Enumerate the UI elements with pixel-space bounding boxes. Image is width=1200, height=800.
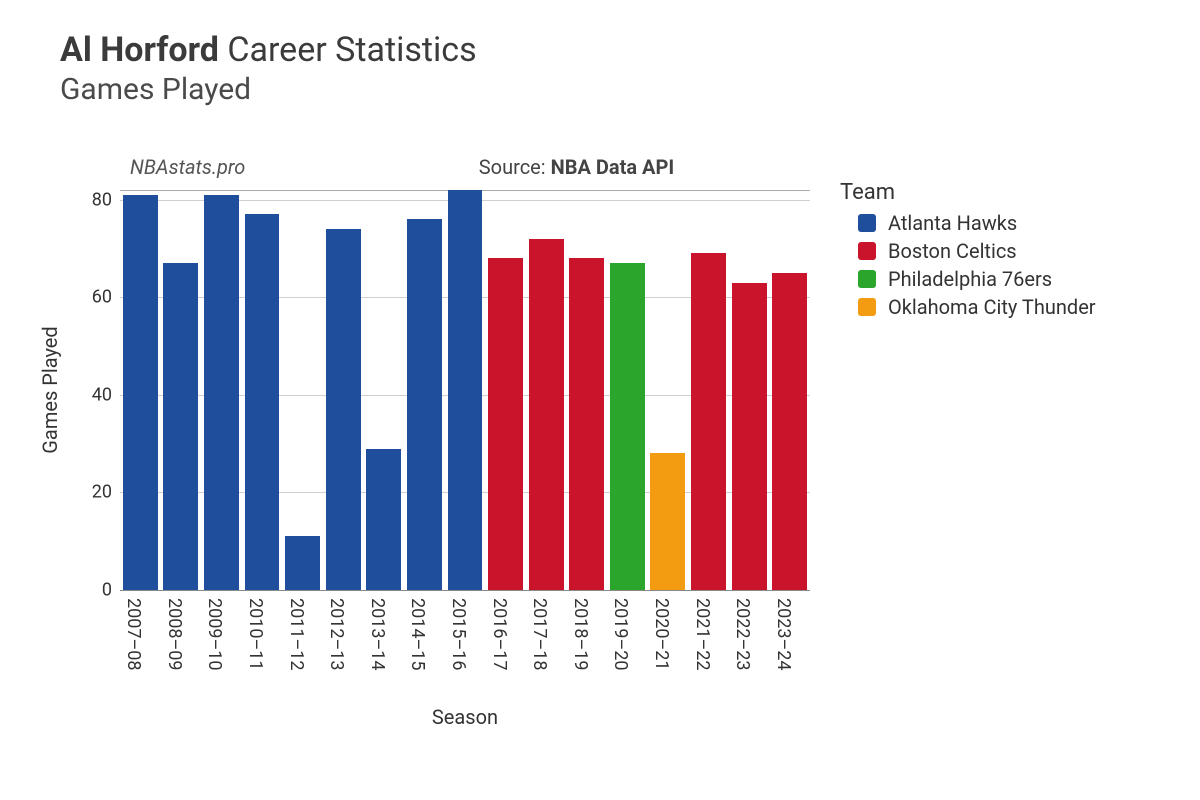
x-tick-label: 2020–21 <box>651 598 672 671</box>
source-name: NBA Data API <box>551 155 675 179</box>
y-tick-label: 40 <box>92 384 120 405</box>
x-axis-line <box>120 590 810 591</box>
legend-label: Philadelphia 76ers <box>888 267 1052 291</box>
chart-container: Al Horford Career Statistics Games Playe… <box>0 0 1200 800</box>
source-attribution: Source: NBA Data API <box>479 155 674 179</box>
bar <box>488 258 523 590</box>
bar <box>650 453 685 590</box>
bar <box>163 263 198 590</box>
y-axis-label: Games Played <box>38 326 62 453</box>
bar <box>204 195 239 590</box>
bar <box>407 219 442 590</box>
bar <box>326 229 361 590</box>
title-rest: Career Statistics <box>227 30 476 70</box>
bar <box>245 214 280 590</box>
x-tick-label: 2015–16 <box>448 598 469 671</box>
x-tick-label: 2007–08 <box>123 598 144 671</box>
x-tick-label: 2022–23 <box>732 598 753 671</box>
x-tick-label: 2014–15 <box>407 598 428 671</box>
bar <box>569 258 604 590</box>
watermark-text: NBAstats.pro <box>130 155 245 179</box>
x-tick-label: 2019–20 <box>610 598 631 671</box>
legend-title: Team <box>840 180 1096 205</box>
legend-item: Oklahoma City Thunder <box>858 295 1096 319</box>
legend-swatch <box>858 298 876 316</box>
x-axis-label: Season <box>432 705 498 729</box>
x-tick-label: 2008–09 <box>164 598 185 671</box>
bar <box>448 190 483 590</box>
legend-label: Oklahoma City Thunder <box>888 295 1096 319</box>
legend-swatch <box>858 242 876 260</box>
bar <box>529 239 564 590</box>
chart-subtitle: Games Played <box>60 72 477 107</box>
y-tick-label: 80 <box>92 189 120 210</box>
legend-swatch <box>858 270 876 288</box>
chart-title-block: Al Horford Career Statistics Games Playe… <box>60 30 477 107</box>
x-tick-label: 2011–12 <box>286 598 307 671</box>
x-tick-label: 2018–19 <box>570 598 591 671</box>
legend-item: Philadelphia 76ers <box>858 267 1096 291</box>
x-tick-label: 2023–24 <box>773 598 794 671</box>
legend-item: Atlanta Hawks <box>858 211 1096 235</box>
bar <box>772 273 807 590</box>
y-tick-label: 20 <box>92 482 120 503</box>
x-tick-label: 2013–14 <box>367 598 388 671</box>
plot-area: 0204060802007–082008–092009–102010–11201… <box>120 190 810 590</box>
bar <box>366 449 401 590</box>
y-tick-label: 60 <box>92 287 120 308</box>
legend-label: Boston Celtics <box>888 239 1017 263</box>
y-tick-label: 0 <box>102 580 120 601</box>
x-tick-label: 2016–17 <box>489 598 510 671</box>
x-tick-label: 2010–11 <box>245 598 266 671</box>
x-tick-label: 2012–13 <box>326 598 347 671</box>
title-bold: Al Horford <box>60 30 219 70</box>
legend-label: Atlanta Hawks <box>888 211 1017 235</box>
legend-item: Boston Celtics <box>858 239 1096 263</box>
x-tick-label: 2021–22 <box>692 598 713 671</box>
bar <box>691 253 726 590</box>
bar <box>732 283 767 590</box>
legend: Team Atlanta Hawks Boston Celtics Philadel… <box>840 180 1096 323</box>
legend-swatch <box>858 214 876 232</box>
bar <box>123 195 158 590</box>
bar <box>285 536 320 590</box>
chart-title: Al Horford Career Statistics <box>60 30 477 70</box>
source-prefix: Source: <box>479 155 551 179</box>
x-tick-label: 2009–10 <box>204 598 225 671</box>
bar <box>610 263 645 590</box>
x-tick-label: 2017–18 <box>529 598 550 671</box>
